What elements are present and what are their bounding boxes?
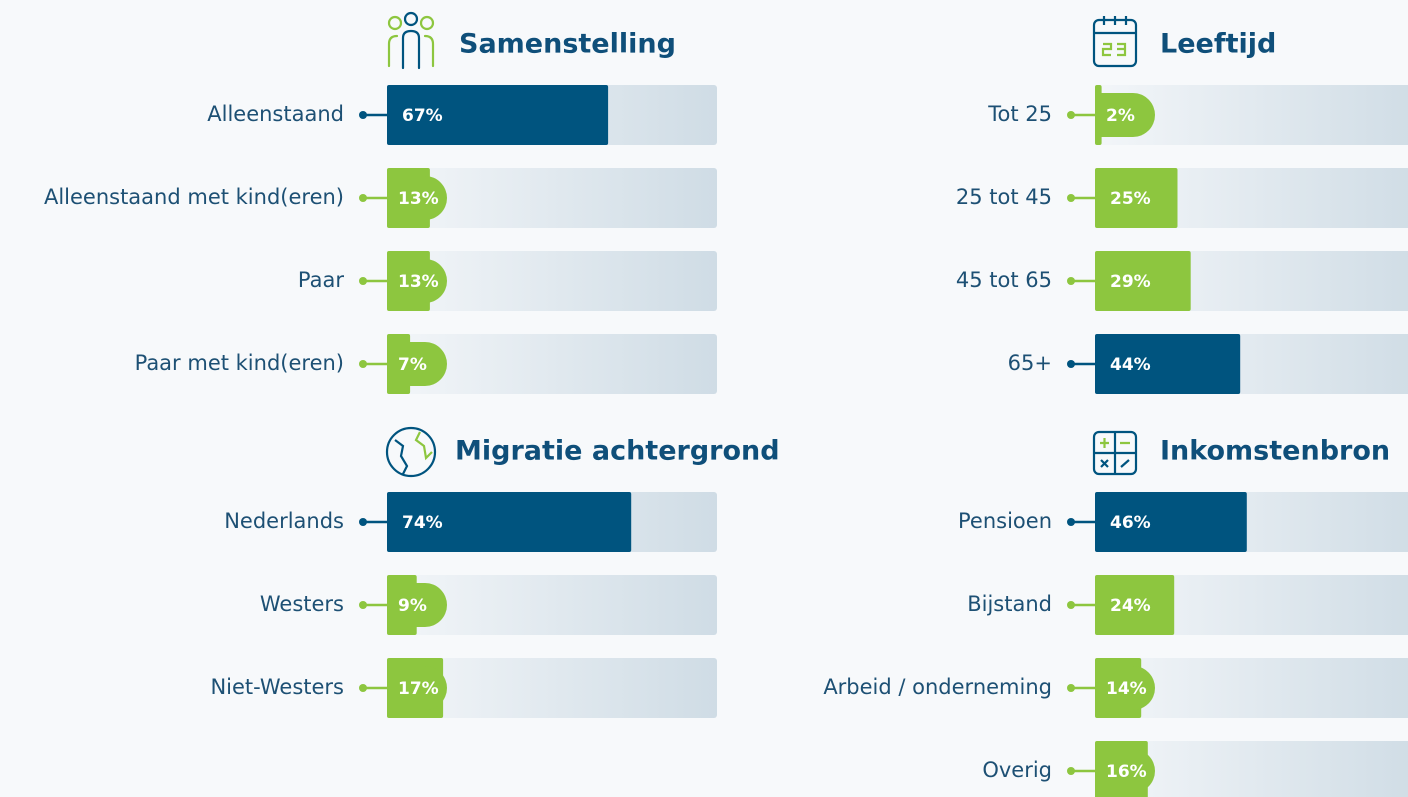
value-label: 24%	[1110, 596, 1151, 616]
connector-dot	[1067, 194, 1075, 202]
value-label: 17%	[398, 679, 439, 699]
category-label: Tot 25	[987, 102, 1052, 126]
category-label: Alleenstaand met kind(eren)	[44, 185, 344, 209]
category-label: 65+	[1008, 351, 1052, 375]
category-label: 45 tot 65	[956, 268, 1052, 292]
bar	[1095, 168, 1178, 228]
chart-title: Inkomstenbron	[1160, 436, 1390, 467]
category-label: Paar met kind(eren)	[135, 351, 344, 375]
label-badge	[387, 259, 447, 303]
connector-dot	[1067, 518, 1075, 526]
icon-people	[387, 11, 435, 70]
label-badge	[387, 176, 447, 220]
value-label: 7%	[398, 355, 427, 375]
chart-title: Migratie achtergrond	[455, 436, 780, 467]
connector-dot	[359, 277, 367, 285]
value-label: 46%	[1110, 513, 1151, 533]
chart-title: Samenstelling	[459, 29, 676, 60]
label-badge	[387, 666, 447, 710]
value-label: 13%	[398, 272, 439, 292]
bar	[387, 492, 632, 552]
bar-track	[387, 658, 717, 718]
connector-dot	[359, 111, 367, 119]
bar-track	[387, 575, 717, 635]
value-label: 25%	[1110, 189, 1151, 209]
category-label: Overig	[982, 758, 1052, 782]
connector-dot	[359, 194, 367, 202]
connector-dot	[359, 360, 367, 368]
label-badge	[387, 342, 447, 386]
bar	[1095, 492, 1247, 552]
category-label: Westers	[260, 592, 344, 616]
connector-dot	[1067, 767, 1075, 775]
bar	[1095, 251, 1191, 311]
bar	[387, 85, 609, 145]
value-label: 2%	[1106, 106, 1135, 126]
bar-track	[387, 251, 717, 311]
bar-track	[1095, 658, 1408, 718]
bar-track	[1095, 85, 1408, 145]
connector-dot	[1067, 277, 1075, 285]
label-badge	[1095, 749, 1155, 793]
value-label: 67%	[402, 106, 443, 126]
category-label: Pensioen	[958, 509, 1052, 533]
category-label: Arbeid / onderneming	[823, 675, 1052, 699]
label-badge	[1095, 93, 1155, 137]
connector-dot	[359, 684, 367, 692]
category-label: Niet-Westers	[210, 675, 344, 699]
connector-dot	[359, 601, 367, 609]
category-label: Bijstand	[967, 592, 1052, 616]
bar-track	[1095, 741, 1408, 797]
value-label: 29%	[1110, 272, 1151, 292]
category-label: Alleenstaand	[207, 102, 344, 126]
category-label: Nederlands	[224, 509, 344, 533]
category-label: 25 tot 45	[956, 185, 1052, 209]
bar	[1095, 575, 1175, 635]
value-label: 14%	[1106, 679, 1147, 699]
chart-title: Leeftijd	[1160, 29, 1276, 60]
connector-dot	[1067, 601, 1075, 609]
value-label: 74%	[402, 513, 443, 533]
value-label: 9%	[398, 596, 427, 616]
value-label: 44%	[1110, 355, 1151, 375]
connector-dot	[1067, 111, 1075, 119]
connector-dot	[359, 518, 367, 526]
icon-calendar	[1092, 16, 1138, 68]
label-badge	[1095, 666, 1155, 710]
label-badge	[387, 583, 447, 627]
value-label: 16%	[1106, 762, 1147, 782]
connector-dot	[1067, 360, 1075, 368]
value-label: 13%	[398, 189, 439, 209]
connector-dot	[1067, 684, 1075, 692]
icon-globe	[385, 426, 437, 478]
icon-calculator	[1092, 430, 1138, 476]
category-label: Paar	[298, 268, 344, 292]
bar-track	[387, 168, 717, 228]
bar	[1095, 334, 1241, 394]
bar-track	[387, 334, 717, 394]
